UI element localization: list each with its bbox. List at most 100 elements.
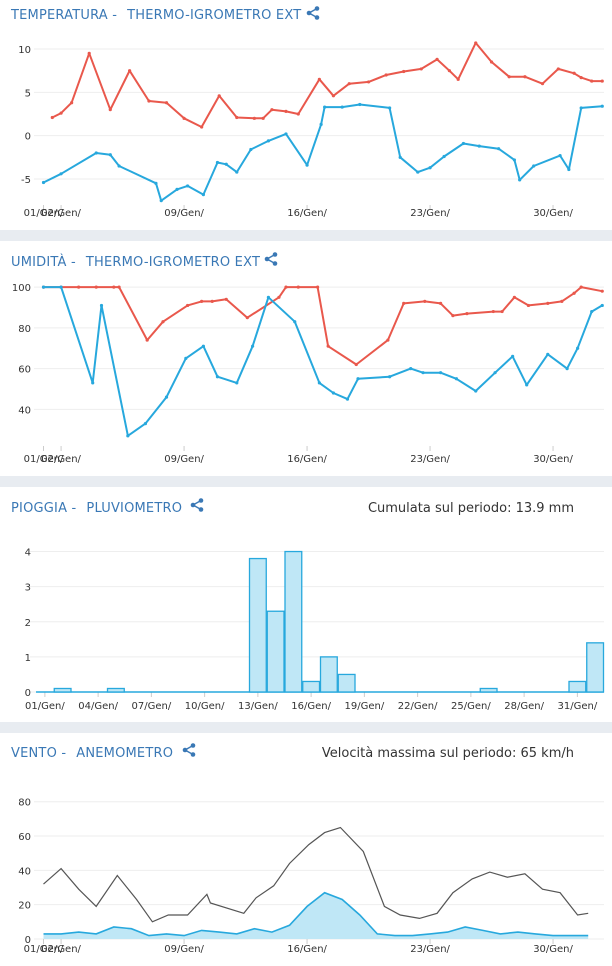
device-name[interactable]: ANEMOMETRO	[76, 746, 174, 761]
max-wind-note: Velocità massima sul periodo: 65 km/h	[321, 746, 574, 761]
x-tick-label: 30/Gen/	[533, 944, 573, 955]
min-data-point	[600, 303, 604, 308]
max-data-point	[77, 285, 81, 289]
min-data-point	[323, 105, 327, 109]
min-data-point	[317, 381, 321, 385]
rain-bar	[337, 673, 356, 693]
min-data-point	[41, 180, 46, 185]
min-data-point	[496, 147, 501, 151]
max-data-point	[210, 299, 214, 303]
rain-bar	[319, 656, 338, 693]
min-data-point	[175, 187, 179, 191]
panel-title: VENTO -	[11, 746, 67, 761]
max-data-point	[465, 311, 469, 316]
min-data-point	[185, 184, 190, 188]
min-data-point	[416, 170, 420, 174]
device-name[interactable]: PLUVIOMETRO	[86, 501, 183, 516]
max-data-point	[572, 71, 576, 75]
max-data-point	[354, 362, 358, 367]
min-data-point	[99, 303, 104, 308]
max-data-point	[331, 94, 336, 98]
min-data-point	[388, 375, 392, 379]
max-data-point	[185, 303, 190, 308]
share-icon[interactable]	[306, 6, 320, 20]
max-data-point	[556, 67, 560, 71]
min-data-point	[442, 154, 446, 159]
y-tick-label: 0	[25, 935, 31, 946]
min-data-point	[388, 106, 392, 110]
max-data-point	[235, 115, 239, 120]
temperature-panel: TEMPERATURA - THERMO-IGROMETRO EXT -5 0 5 10…	[0, 0, 612, 230]
max-data-point	[347, 82, 351, 86]
min-data-point	[546, 352, 550, 356]
device-name[interactable]: THERMO-IGROMETRO EXT	[127, 8, 302, 23]
max-data-point	[579, 285, 583, 289]
max-data-point	[59, 111, 63, 115]
max-data-point	[224, 297, 228, 301]
y-tick-label: 60	[18, 365, 31, 376]
min-data-point	[590, 309, 594, 314]
max-data-point	[523, 75, 527, 79]
min-data-point	[340, 105, 344, 109]
x-tick-label: 23/Gen/	[410, 454, 450, 465]
y-tick-label: 5	[25, 88, 31, 99]
min-data-point	[126, 434, 130, 438]
min-data-point	[250, 344, 255, 348]
max-data-point	[435, 57, 439, 62]
min-data-point	[108, 153, 112, 157]
share-icon[interactable]	[190, 498, 204, 512]
min-data-point	[358, 102, 362, 107]
min-data-point	[201, 193, 206, 197]
min-data-point	[511, 354, 515, 358]
panel-title: UMIDITÀ -	[11, 255, 76, 270]
humidity-panel: UMIDITÀ - THERMO-IGROMETRO EXT 40 60 80 100 0…	[0, 241, 612, 476]
x-tick-label: 01/Gen/	[25, 701, 65, 712]
min-series-line	[43, 286, 603, 437]
panel-header: VENTO - ANEMOMETRO	[11, 746, 173, 761]
rain-bar	[586, 642, 605, 693]
x-tick-label: 28/Gen/	[504, 701, 544, 712]
panel-separator	[0, 230, 612, 241]
y-tick-label: 1	[25, 653, 31, 664]
min-data-point	[518, 178, 522, 182]
panel-separator	[0, 476, 612, 487]
rain-bar	[568, 680, 587, 693]
max-data-point	[108, 108, 112, 112]
min-data-point	[266, 139, 271, 143]
min-data-point	[558, 154, 562, 158]
min-data-point	[201, 344, 206, 348]
x-tick-label: 09/Gen/	[164, 454, 204, 465]
y-tick-label: 2	[25, 618, 31, 629]
max-data-point	[161, 320, 165, 324]
max-data-point	[572, 291, 576, 295]
y-tick-label: 0	[25, 132, 31, 143]
x-tick-label: 23/Gen/	[410, 208, 450, 219]
max-data-point	[261, 116, 265, 120]
min-data-point	[345, 397, 350, 401]
wind-chart: 0 20 40 60 80 01/Gen/02/Gen/09/Gen/16/Gen/23/…	[18, 798, 604, 955]
min-data-point	[59, 285, 63, 289]
rain-bar	[266, 610, 285, 693]
share-icon[interactable]	[264, 252, 278, 266]
min-data-point	[474, 389, 478, 393]
max-data-point	[147, 99, 151, 103]
max-data-point	[423, 299, 427, 303]
rain-bar	[248, 557, 267, 693]
min-data-point	[224, 162, 228, 166]
y-tick-label: 10	[18, 45, 31, 56]
max-data-point	[94, 285, 98, 289]
min-data-point	[249, 147, 253, 152]
max-data-point	[316, 285, 320, 289]
min-data-point	[293, 320, 297, 324]
x-tick-label: 30/Gen/	[533, 454, 573, 465]
max-data-point	[182, 116, 186, 120]
device-name[interactable]: THERMO-IGROMETRO EXT	[85, 255, 261, 270]
share-icon[interactable]	[182, 743, 196, 757]
y-tick-label: 40	[18, 866, 31, 877]
min-data-point	[159, 199, 163, 203]
rain-bar	[53, 687, 72, 693]
min-data-point	[493, 371, 497, 375]
rain-bar	[284, 550, 303, 693]
max-data-point	[366, 80, 371, 84]
x-tick-label: 16/Gen/	[287, 454, 327, 465]
